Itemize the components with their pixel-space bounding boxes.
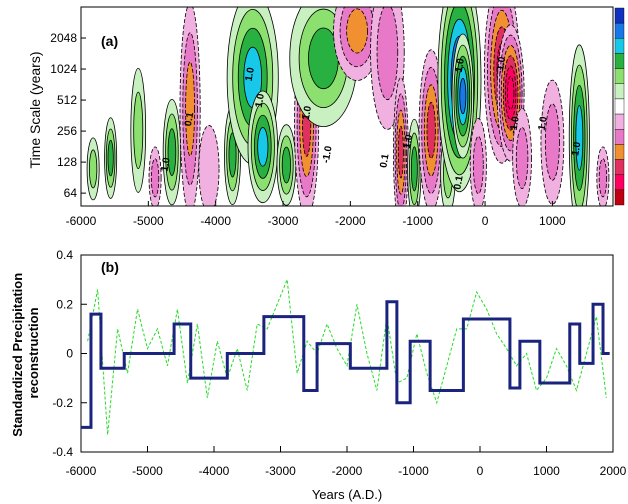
- panel-a-x-tick-label: 1000: [539, 214, 566, 228]
- panel-a-x-tick-label: -2000: [335, 214, 366, 228]
- panel-a-x-tick-label: -1000: [402, 214, 433, 228]
- contour-label: 1.0: [570, 141, 583, 157]
- contour-label: 1.0: [159, 156, 172, 172]
- panel-b-x-tick-label: -3000: [265, 464, 296, 478]
- panel-b-x-tick-label: 1000: [533, 464, 560, 478]
- colorbar-swatch: [614, 68, 625, 84]
- contour-level-4-2: [167, 128, 177, 176]
- panel-a-y-tick-label: 1024: [50, 62, 77, 76]
- panel-a-label: (a): [101, 33, 118, 49]
- contour-level-15-3: [397, 125, 404, 179]
- series-step-line: [81, 300, 610, 429]
- panel-a-wavelet-plot: 1.0 1.0 0.1 1.0 0.1 1.0 -1.0 1.0 0.1 1.0 -1.0 1.0 -1…: [27, 6, 625, 228]
- colorbar-swatch: [614, 98, 625, 115]
- series-dashed-line: [87, 279, 607, 435]
- panel-a-y-axis: 64 128 256 512 1024 2048: [50, 31, 86, 200]
- panel-b-y-axis-title-line2: reconstruction: [26, 307, 41, 398]
- panel-b-x-axis-title: Years (A.D.): [312, 487, 382, 502]
- colorbar-swatch: [614, 144, 625, 160]
- panel-a-y-tick-label: 512: [57, 93, 77, 107]
- contour-level-16-2: [410, 146, 418, 192]
- contour-level-3-1: [150, 158, 160, 198]
- panel-a-y-tick-label: 256: [57, 124, 77, 138]
- colorbar-swatch: [614, 83, 625, 100]
- contour-label: -1.0: [508, 115, 522, 134]
- panel-b-x-tick-label: -2000: [332, 464, 363, 478]
- panel-a-y-tick-label: 128: [57, 155, 77, 169]
- colorbar-swatch: [614, 22, 625, 39]
- panel-b-x-tick-label: -4000: [199, 464, 230, 478]
- panel-b-x-tick-label: 2000: [600, 464, 627, 478]
- panel-a-x-tick-label: -5000: [133, 214, 164, 228]
- panel-b-y-axis-title-line1: Standardized Precipitation: [10, 273, 25, 437]
- panel-b-y-tick-label: 0: [66, 347, 73, 361]
- colorbar-swatch: [614, 189, 625, 206]
- contour-label: 0.1: [183, 111, 196, 127]
- contour-label: 1.0: [402, 133, 415, 149]
- contour-label: -1.0: [321, 145, 335, 164]
- panel-b-y-tick-label: 0.4: [56, 248, 73, 262]
- panel-b-series: [81, 279, 610, 435]
- colorbar-swatch: [614, 174, 625, 191]
- panel-b-y-tick-label: 0.2: [56, 297, 73, 311]
- panel-b-y-tick-label: -0.4: [52, 445, 73, 459]
- contour-level-21-1: [472, 135, 484, 195]
- panel-a-y-axis-title: Time Scale (years): [27, 52, 43, 169]
- panel-a-x-axis: -6000 -5000 -4000 -3000 -2000 -1000 0 1000: [66, 201, 566, 228]
- contour-level-23-5: [506, 76, 515, 110]
- panel-b-x-tick-label: -6000: [66, 464, 97, 478]
- contour-level-17-3: [426, 101, 436, 159]
- panel-b-y-axis-title: Standardized Precipitation reconstructio…: [10, 269, 41, 437]
- contour-level-13-2: [346, 8, 368, 54]
- contour-label: 1.0: [301, 105, 314, 121]
- panel-b-x-tick-label: -1000: [398, 464, 429, 478]
- panel-b-y-axis: -0.4 -0.2 0 0.2 0.4: [52, 248, 87, 459]
- colorbar: [614, 7, 625, 206]
- contour-level-25-1: [544, 103, 560, 181]
- contour-level-10-2: [281, 146, 291, 184]
- colorbar-swatch: [614, 113, 625, 130]
- contour-label: 1.0: [254, 92, 267, 108]
- panel-b-y-tick-label: -0.2: [52, 396, 73, 410]
- contour-label: 1.0: [454, 57, 467, 73]
- contour-level-20-4: [459, 77, 467, 115]
- panel-b-line-plot: -6000 -5000 -4000 -3000 -2000 -1000 0 1000 2000 …: [10, 248, 627, 502]
- contour-label: 0.1: [452, 174, 465, 190]
- contour-level-0-1: [88, 149, 98, 189]
- contour-level-26-3: [575, 105, 584, 171]
- panel-a-x-tick-label: -4000: [200, 214, 231, 228]
- contour-label: 1.0: [244, 66, 257, 82]
- contour-level-27-1: [598, 158, 608, 198]
- contour-level-14-1: [376, 7, 399, 101]
- colorbar-swatch: [614, 38, 625, 54]
- contour-level-7-2: [228, 132, 237, 178]
- colorbar-swatch: [614, 159, 625, 175]
- contour-label: 1.0: [537, 115, 550, 131]
- panel-a-x-tick-label: -3000: [268, 214, 299, 228]
- panel-b-label: (b): [101, 259, 119, 275]
- panel-b-x-tick-label: -5000: [132, 464, 163, 478]
- contour-level-1-2: [107, 139, 114, 177]
- panel-a-x-tick-label: 0: [482, 214, 489, 228]
- panel-a-contour-labels: 1.0 1.0 0.1 1.0 0.1 1.0 -1.0 1.0 0.1 1.0 -1.0 1.0 -1…: [159, 56, 583, 191]
- contour-level-24-1: [515, 127, 529, 190]
- panel-a-y-tick-label: 2048: [50, 31, 77, 45]
- panel-a-x-tick-label: -6000: [66, 214, 97, 228]
- panel-b-x-axis: -6000 -5000 -4000 -3000 -2000 -1000 0 1000 2000: [66, 446, 627, 478]
- contour-level-9-3: [257, 127, 269, 167]
- colorbar-swatch: [614, 53, 625, 69]
- colorbar-swatch: [614, 129, 625, 145]
- contour-level-6-0: [198, 125, 220, 206]
- panel-a-y-tick-label: 64: [64, 186, 78, 200]
- panel-b-x-tick-label: 0: [477, 464, 484, 478]
- panel-a-contour-field: [86, 7, 610, 206]
- contour-label: 0.1: [378, 153, 391, 169]
- contour-label: -1.0: [495, 56, 509, 75]
- panel-a-frame: [80, 6, 614, 207]
- colorbar-swatch: [614, 7, 625, 24]
- contour-level-5-2: [185, 61, 195, 157]
- contour-level-2-1: [133, 91, 144, 169]
